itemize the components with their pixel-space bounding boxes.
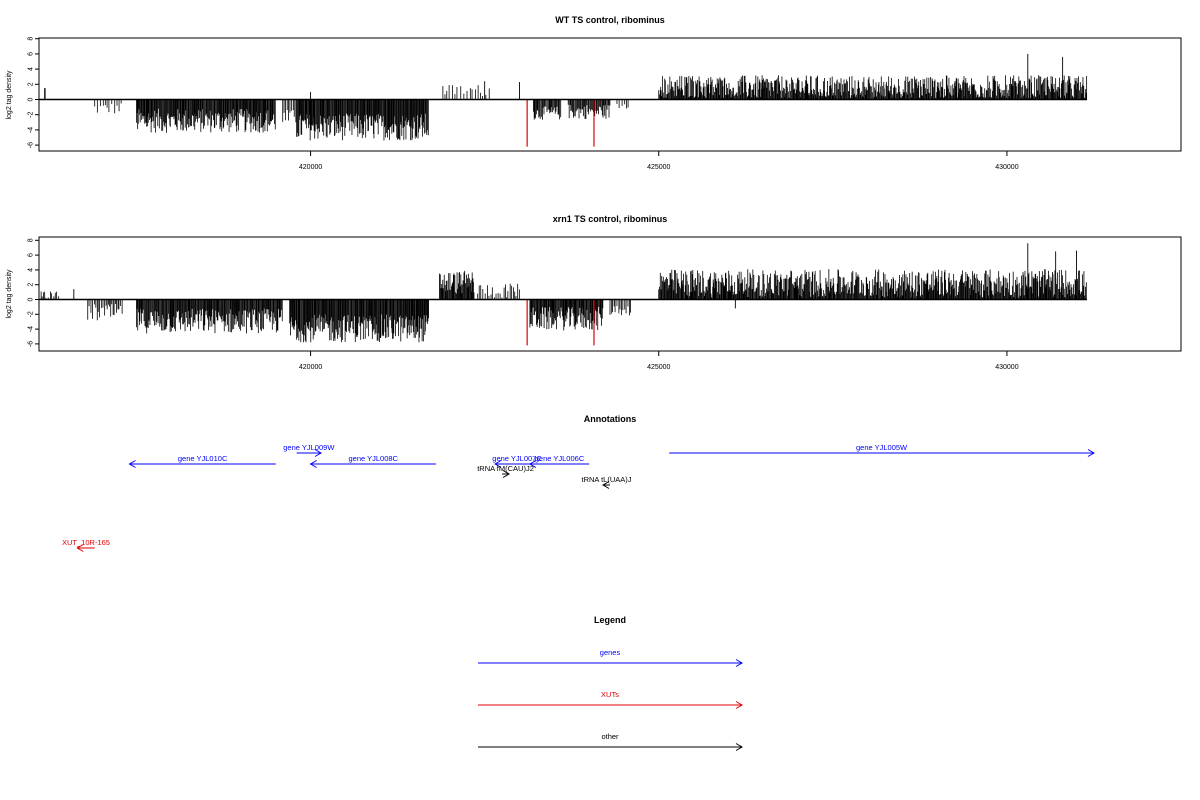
annotation-label: gene YJL008C [348, 454, 398, 463]
annotation-arrow-head [309, 460, 317, 468]
y-tick-label: -6 [28, 341, 35, 347]
y-tick-label: 2 [28, 283, 35, 287]
y-tick-label: 4 [28, 67, 35, 71]
x-tick-label: 430000 [995, 164, 1018, 171]
xrn1-bars [38, 243, 1087, 346]
legend-panel: Legend genes XUTs other [478, 615, 743, 751]
x-tick-label: 430000 [995, 364, 1018, 371]
x-tick-label: 425000 [647, 364, 670, 371]
legend-arrow-head [735, 743, 743, 751]
annotation-label: XUT_10R-165 [62, 538, 110, 547]
legend-label: other [601, 732, 619, 741]
y-tick-label: -2 [28, 311, 35, 317]
legend-arrow-head [735, 701, 743, 709]
y-tick-label: 0 [28, 97, 35, 101]
annotations-title: Annotations [584, 414, 637, 424]
annotation-arrow-head [602, 481, 610, 489]
annotation-label: gene YJL009W [283, 443, 335, 452]
y-tick-label: 4 [28, 268, 35, 272]
annotation-label: gene YJL006C [535, 454, 585, 463]
x-tick-label: 420000 [299, 364, 322, 371]
x-tick-label: 420000 [299, 164, 322, 171]
wt-y-axis-label: log2 tag density [6, 70, 13, 120]
legend-title: Legend [594, 615, 626, 625]
annotation-items: gene YJL010C gene YJL009W gene YJL008C gene… [62, 443, 1095, 552]
annotation-arrow-head [128, 460, 136, 468]
annotation-label: gene YJL005W [856, 443, 908, 452]
annotation-label: gene YJL007C [492, 454, 542, 463]
y-tick-label: 8 [28, 238, 35, 242]
legend-arrow-head [735, 659, 743, 667]
wt-plot-frame [38, 37, 1182, 152]
y-tick-label: 0 [28, 297, 35, 301]
y-tick-label: 6 [28, 52, 35, 56]
wt-bars [39, 53, 1088, 147]
y-tick-label: 2 [28, 82, 35, 86]
xrn1-axes: -6 -4 -2 0 2 4 6 8 420000 425000 430000 [28, 238, 1019, 371]
legend-label: XUTs [601, 690, 619, 699]
legend-label: genes [600, 648, 621, 657]
xrn1-plot-frame [38, 236, 1182, 352]
annotation-arrow-head [494, 460, 502, 468]
annotation-arrow-head [76, 544, 84, 552]
annotation-label: gene YJL010C [178, 454, 228, 463]
annotation-label: tRNA tL(UAA)J [582, 475, 632, 484]
y-tick-label: 6 [28, 253, 35, 257]
y-tick-label: 8 [28, 37, 35, 41]
y-tick-label: -4 [28, 326, 35, 332]
xrn1-y-axis-label: log2 tag density [6, 269, 13, 319]
xrn1-track-panel: xrn1 TS control, ribominus log2 tag dens… [6, 214, 1182, 371]
annotation-arrow-head [528, 460, 537, 468]
annotation-arrow-head [314, 449, 323, 457]
legend-items: genes XUTs other [478, 648, 743, 751]
wt-track-title: WT TS control, ribominus [555, 15, 665, 25]
y-tick-label: -6 [28, 142, 35, 148]
y-tick-label: -4 [28, 127, 35, 133]
wt-axes: -6 -4 -2 0 2 4 6 8 420000 425000 430000 [28, 37, 1019, 171]
wt-track-panel: WT TS control, ribominus log2 tag densit… [6, 15, 1182, 171]
xrn1-track-title: xrn1 TS control, ribominus [553, 214, 668, 224]
x-tick-label: 425000 [647, 164, 670, 171]
y-tick-label: -2 [28, 111, 35, 117]
annotation-arrow-head [1087, 449, 1095, 457]
annotation-arrow-head [502, 470, 511, 478]
annotation-label: tRNA fM(CAU)J2 [477, 464, 534, 473]
